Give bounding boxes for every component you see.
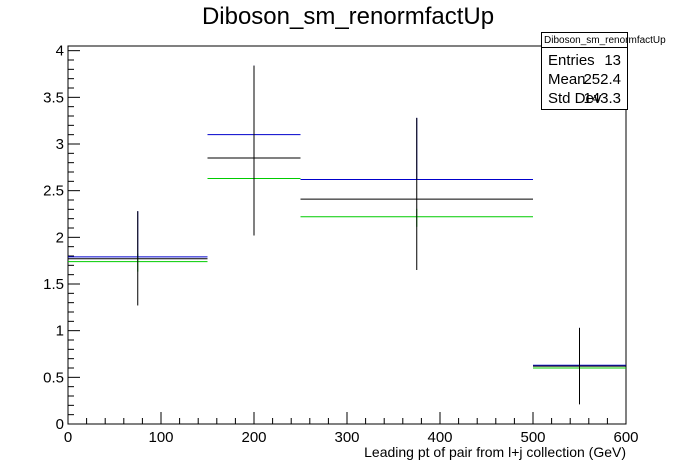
x-tick-label: 600 (613, 429, 638, 446)
y-tick-label: 3 (56, 136, 64, 153)
x-tick-label: 0 (64, 429, 72, 446)
stats-value: 143.3 (583, 90, 621, 107)
x-tick-label: 100 (148, 429, 173, 446)
stats-value: 13 (604, 52, 621, 69)
x-tick-label: 300 (334, 429, 359, 446)
y-tick-label: 0.5 (43, 369, 64, 386)
stats-key: Entries (548, 52, 595, 69)
x-tick-label: 200 (241, 429, 266, 446)
stats-row-mean: Mean 252.4 (548, 70, 623, 89)
stats-box: Diboson_sm_renormfactUp Entries 13 Mean … (541, 32, 666, 110)
stats-key: Mean (548, 71, 586, 88)
stats-name: Diboson_sm_renormfactUp (542, 35, 666, 48)
y-tick-label: 1 (56, 323, 64, 340)
stats-row-entries: Entries 13 (548, 51, 623, 70)
y-tick-label: 4 (56, 43, 64, 60)
x-tick-label: 400 (427, 429, 452, 446)
stats-key: Std Dev (548, 90, 602, 107)
x-tick-label: 500 (520, 429, 545, 446)
stats-value: 252.4 (583, 71, 621, 88)
chart-title: Diboson_sm_renormfactUp (201, 3, 495, 30)
y-tick-label: 2 (56, 229, 64, 246)
stats-row-stddev: Std Dev 143.3 (548, 89, 623, 108)
y-tick-label: 0 (56, 416, 64, 433)
y-tick-label: 3.5 (43, 89, 64, 106)
y-tick-label: 1.5 (43, 276, 64, 293)
x-axis-title: Leading pt of pair from l+j collection (… (364, 444, 626, 460)
y-tick-label: 2.5 (43, 183, 64, 200)
